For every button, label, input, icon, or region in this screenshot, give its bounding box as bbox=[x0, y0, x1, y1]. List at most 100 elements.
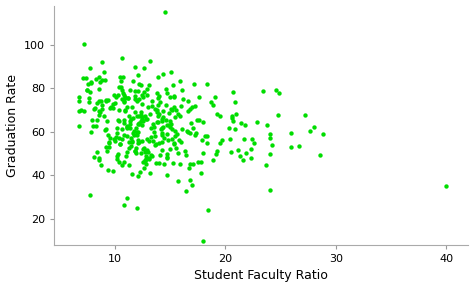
Point bbox=[159, 72, 167, 76]
Point bbox=[85, 96, 92, 101]
Point bbox=[137, 83, 145, 88]
Point bbox=[211, 95, 219, 99]
Point bbox=[109, 169, 117, 174]
Point bbox=[130, 130, 137, 135]
Point bbox=[137, 113, 145, 118]
Point bbox=[131, 96, 139, 101]
Point bbox=[120, 202, 128, 207]
Point bbox=[155, 161, 163, 166]
Point bbox=[123, 104, 130, 109]
Point bbox=[85, 99, 93, 104]
Point bbox=[185, 99, 192, 103]
Point bbox=[171, 115, 179, 119]
Point bbox=[95, 112, 103, 117]
Point bbox=[135, 89, 142, 94]
Point bbox=[102, 144, 109, 149]
Point bbox=[171, 141, 178, 145]
Point bbox=[110, 137, 118, 141]
Point bbox=[143, 136, 151, 141]
Point bbox=[301, 112, 309, 117]
Point bbox=[131, 93, 138, 98]
Point bbox=[86, 66, 94, 71]
Point bbox=[93, 118, 100, 122]
Point bbox=[196, 94, 203, 99]
Point bbox=[197, 160, 205, 164]
Point bbox=[263, 163, 270, 168]
Point bbox=[94, 101, 101, 106]
Point bbox=[166, 118, 174, 123]
Point bbox=[158, 130, 166, 135]
Point bbox=[96, 110, 104, 114]
Point bbox=[164, 123, 171, 128]
Point bbox=[166, 146, 174, 151]
Point bbox=[162, 118, 170, 122]
Point bbox=[79, 76, 86, 80]
Point bbox=[133, 133, 140, 138]
Point bbox=[84, 81, 91, 86]
Point bbox=[178, 126, 186, 131]
Point bbox=[214, 148, 221, 153]
Point bbox=[187, 121, 194, 126]
Point bbox=[182, 153, 190, 157]
Point bbox=[134, 173, 142, 178]
Point bbox=[155, 103, 162, 107]
Point bbox=[140, 146, 147, 151]
Point bbox=[135, 72, 142, 77]
Point bbox=[169, 83, 177, 87]
Point bbox=[82, 76, 90, 80]
Point bbox=[137, 110, 145, 115]
Point bbox=[201, 134, 209, 138]
Point bbox=[154, 110, 161, 115]
Point bbox=[94, 150, 101, 155]
Point bbox=[133, 98, 141, 103]
Point bbox=[129, 116, 137, 120]
Point bbox=[124, 124, 131, 128]
Point bbox=[274, 113, 282, 118]
Point bbox=[125, 163, 132, 168]
Point bbox=[248, 137, 255, 141]
Point bbox=[163, 155, 171, 159]
Point bbox=[188, 183, 196, 187]
Point bbox=[194, 160, 201, 164]
Point bbox=[80, 109, 88, 113]
Point bbox=[247, 156, 255, 160]
Point bbox=[189, 105, 196, 109]
Point bbox=[287, 131, 295, 135]
Point bbox=[155, 112, 163, 116]
Point bbox=[120, 160, 128, 164]
Point bbox=[242, 151, 250, 155]
Point bbox=[216, 141, 223, 145]
Point bbox=[158, 117, 165, 122]
Point bbox=[154, 75, 162, 79]
Point bbox=[142, 114, 149, 118]
Point bbox=[144, 117, 151, 121]
Point bbox=[247, 147, 255, 151]
Point bbox=[178, 88, 186, 93]
Point bbox=[141, 150, 148, 154]
Point bbox=[98, 78, 105, 83]
Point bbox=[218, 138, 225, 142]
Point bbox=[123, 125, 131, 130]
Point bbox=[250, 141, 258, 145]
Point bbox=[136, 121, 143, 125]
Point bbox=[266, 152, 273, 157]
Point bbox=[133, 206, 140, 211]
Point bbox=[183, 129, 191, 134]
Point bbox=[116, 75, 123, 79]
Point bbox=[132, 125, 140, 130]
Point bbox=[130, 133, 137, 137]
Point bbox=[170, 94, 177, 99]
Point bbox=[146, 157, 153, 162]
Point bbox=[116, 119, 123, 123]
Point bbox=[236, 154, 243, 158]
Point bbox=[166, 125, 173, 129]
Point bbox=[131, 149, 139, 154]
Point bbox=[155, 141, 162, 145]
Point bbox=[128, 105, 135, 109]
Point bbox=[95, 157, 102, 162]
Point bbox=[162, 103, 170, 107]
Point bbox=[75, 124, 82, 128]
Point bbox=[75, 94, 82, 99]
Point bbox=[106, 140, 113, 145]
Point bbox=[168, 108, 175, 112]
